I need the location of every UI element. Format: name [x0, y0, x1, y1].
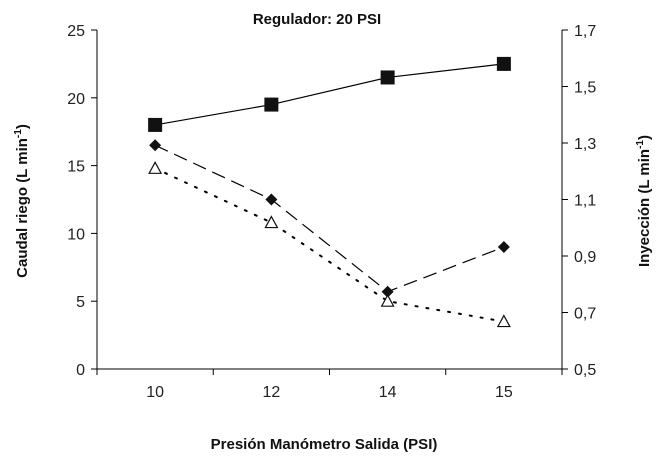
series-3-line [154, 167, 505, 323]
y-right-title-main: Inyección (L min [636, 149, 653, 267]
y-right-tick-label: 1,7 [574, 23, 596, 40]
series-3-point [148, 161, 163, 174]
y-left-title-sup: -1 [13, 129, 24, 138]
y-left-tick-label: 10 [67, 226, 85, 243]
y-right-tick-label: 0,7 [574, 306, 596, 323]
x-tick-label: 15 [495, 384, 513, 401]
y-left-tick-label: 25 [67, 23, 85, 40]
y-right-axis-title: Inyección (L min-1) [635, 135, 653, 267]
x-tick-label: 10 [146, 384, 164, 401]
series-1-line [155, 63, 504, 126]
y-right-title-sup: -1 [635, 140, 646, 149]
y-right-tick-label: 0,9 [574, 249, 596, 266]
y-right-tick-label: 1,5 [574, 80, 596, 97]
series-3-point [264, 215, 279, 229]
series-3-point [496, 314, 511, 328]
y-left-title-close: ) [14, 124, 31, 129]
y-left-tick-label: 5 [76, 294, 85, 311]
y-right-tick-label: 1,1 [574, 193, 596, 210]
y-left-title-main: Caudal riego (L min [14, 138, 31, 278]
plot-frame [96, 30, 563, 370]
series-1-point [380, 70, 395, 85]
series-1-point [496, 56, 511, 71]
y-right-tick-label: 1,3 [574, 136, 596, 153]
series-3-point [380, 293, 395, 307]
y-right-tick-label: 0,5 [574, 362, 596, 379]
y-left-tick-label: 20 [67, 91, 85, 108]
chart-title: Regulador: 20 PSI [253, 11, 381, 28]
y-left-axis-title: Caudal riego (L min-1) [13, 124, 31, 278]
series-2-point [497, 240, 510, 253]
x-axis-title: Presión Manómetro Salida (PSI) [211, 436, 438, 453]
series-2-line [154, 144, 505, 293]
series-2-point [265, 193, 278, 206]
ticks-layer: 0 5 10 15 20 25 0,5 0,7 0,9 1,1 1,3 1,5 1,7 10 12 14 15 [67, 23, 596, 401]
series-2-point [381, 285, 394, 298]
x-tick-label: 12 [262, 384, 280, 401]
y-left-tick-label: 0 [76, 362, 85, 379]
series-1-point [148, 117, 163, 132]
y-right-title-close: ) [636, 135, 653, 140]
x-tick-label: 14 [379, 384, 397, 401]
series-layer [148, 56, 511, 328]
y-left-tick-label: 15 [67, 159, 85, 176]
series-1-point [264, 97, 279, 112]
series-2-point [149, 139, 162, 152]
